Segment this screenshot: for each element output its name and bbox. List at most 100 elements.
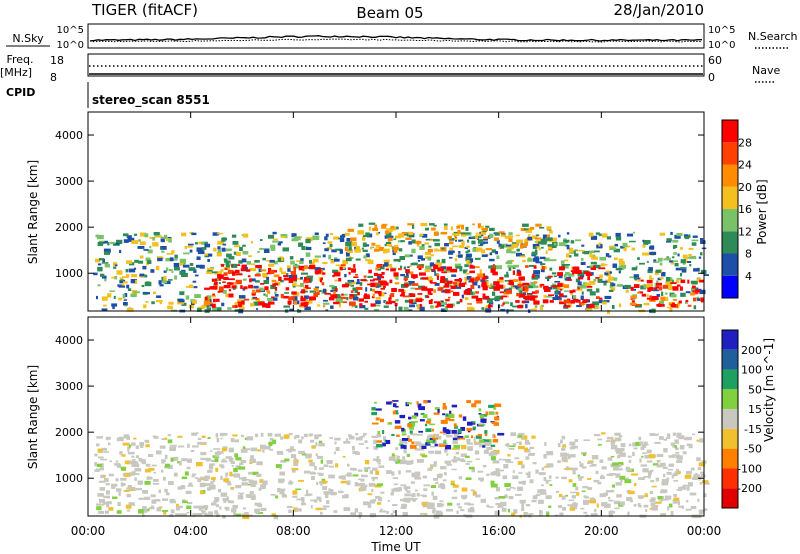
echo-cell <box>97 263 102 266</box>
echo-cell <box>349 296 353 300</box>
echo-cell <box>642 252 650 256</box>
echo-cell <box>483 449 489 454</box>
echo-cell <box>562 444 567 447</box>
echo-cell <box>256 308 259 310</box>
echo-cell <box>109 290 115 292</box>
echo-cell <box>306 275 314 278</box>
echo-cell <box>482 293 486 297</box>
echo-cell <box>377 282 380 286</box>
echo-cell <box>240 448 248 453</box>
echo-cell <box>322 480 328 484</box>
echo-cell <box>423 484 430 487</box>
echo-cell <box>514 457 520 460</box>
echo-cell <box>476 247 483 252</box>
echo-cell <box>586 288 593 292</box>
echo-cell <box>482 227 488 232</box>
echo-cell <box>606 436 614 440</box>
echo-cell <box>478 413 482 415</box>
echo-cell <box>380 282 385 286</box>
echo-cell <box>169 498 176 501</box>
echo-cell <box>378 274 381 276</box>
echo-cell <box>434 443 438 447</box>
echo-cell <box>322 507 327 510</box>
echo-cell <box>422 414 428 418</box>
echo-cell <box>572 470 576 475</box>
echo-cell <box>335 298 341 303</box>
echo-cell <box>613 277 618 281</box>
echo-cell <box>395 298 399 302</box>
echo-cell <box>506 249 512 254</box>
echo-cell <box>159 234 162 238</box>
echo-cell <box>581 291 584 295</box>
echo-cell <box>581 490 586 493</box>
echo-cell <box>181 232 187 237</box>
echo-cell <box>353 276 359 278</box>
echo-cell <box>587 304 595 308</box>
echo-cell <box>445 307 448 311</box>
echo-cell <box>127 237 135 242</box>
echo-cell <box>305 454 312 459</box>
echo-cell <box>433 433 440 437</box>
echo-cell <box>656 294 661 297</box>
echo-cell <box>614 437 622 441</box>
echo-cell <box>428 245 432 248</box>
echo-cell <box>135 445 139 450</box>
echo-cell <box>346 482 350 486</box>
echo-cell <box>511 512 516 516</box>
echo-cell <box>476 435 482 439</box>
echo-cell <box>563 274 567 279</box>
echo-cell <box>486 504 490 508</box>
echo-cell <box>384 235 388 239</box>
echo-cell <box>634 277 637 281</box>
echo-cell <box>364 293 367 298</box>
echo-cell <box>333 451 336 455</box>
echo-cell <box>484 434 488 437</box>
velocity-colorbar-tick: -200 <box>737 482 762 495</box>
echo-cell <box>132 487 136 491</box>
echo-cell <box>547 277 550 282</box>
echo-cell <box>380 276 384 279</box>
echo-cell <box>420 494 425 497</box>
echo-cell <box>223 478 229 482</box>
echo-cell <box>280 436 284 440</box>
echo-cell <box>363 432 367 436</box>
echo-cell <box>674 445 677 449</box>
echo-cell <box>380 491 385 494</box>
echo-cell <box>411 248 416 254</box>
echo-cell <box>341 284 349 288</box>
echo-cell <box>250 302 255 307</box>
echo-cell <box>417 459 424 463</box>
echo-cell <box>369 470 373 475</box>
echo-cell <box>670 304 676 307</box>
echo-cell <box>560 295 568 298</box>
echo-cell <box>583 499 589 504</box>
echo-cell <box>161 276 164 281</box>
echo-cell <box>403 449 407 454</box>
echo-cell <box>137 480 143 485</box>
echo-cell <box>468 466 475 470</box>
echo-cell <box>507 461 514 464</box>
echo-cell <box>308 459 313 463</box>
echo-cell <box>277 257 285 262</box>
echo-cell <box>338 299 343 303</box>
echo-cell <box>324 236 328 241</box>
echo-cell <box>456 503 460 506</box>
echo-cell <box>591 455 599 460</box>
echo-cell <box>377 264 380 269</box>
echo-cell <box>524 239 529 244</box>
echo-cell <box>458 245 465 248</box>
echo-cell <box>409 299 413 304</box>
echo-cell <box>503 301 510 304</box>
echo-cell <box>439 500 444 503</box>
echo-cell <box>190 450 195 453</box>
echo-cell <box>342 259 348 265</box>
echo-cell <box>358 515 362 519</box>
echo-cell <box>280 271 286 275</box>
echo-cell <box>221 447 227 452</box>
freq-label-line2: [MHz] <box>0 66 32 79</box>
echo-cell <box>648 267 653 271</box>
echo-cell <box>167 439 173 444</box>
echo-cell <box>303 470 311 474</box>
echo-cell <box>237 264 241 266</box>
echo-cell <box>397 456 400 458</box>
